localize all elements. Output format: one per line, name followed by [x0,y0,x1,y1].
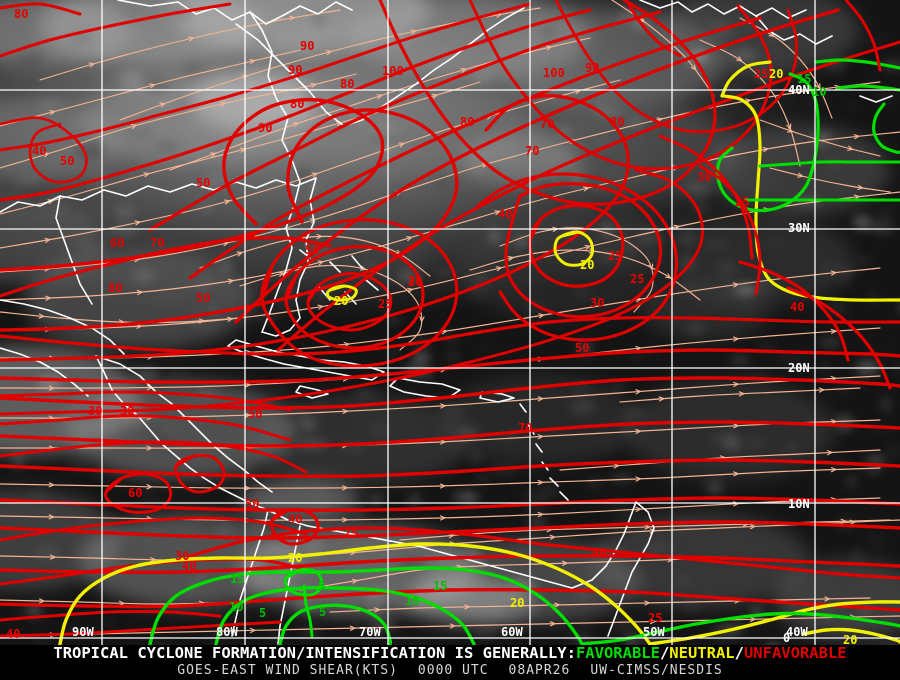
contour-label: 80 [14,7,29,21]
contour-label: 30 [88,404,103,418]
contour-label: 5 [318,579,326,593]
contour-label: 40 [790,300,805,314]
contour-label: 15 [230,572,245,586]
contour-label: 60 [128,486,143,500]
contour-label: 30 [120,404,135,418]
contour-label: 0 [783,631,791,645]
contour-label: 20 [580,258,595,272]
longitude-label: 40W [786,625,808,639]
contour-label: 80 [290,97,305,111]
legend-neutral: NEUTRAL [669,644,735,662]
contour-label: 30 [408,275,423,289]
contour-label: 25 [608,249,623,263]
contour-label: 70 [525,144,540,158]
latitude-label: 10N [788,497,810,511]
contour-label: 80 [340,77,355,91]
headline-line: TROPICAL CYCLONE FORMATION/INTENSIFICATI… [0,645,900,662]
agency-label: UW-CIMSS/NESDIS [590,663,723,678]
contour-label: 50 [245,497,260,511]
contour-label: 25 [735,195,750,209]
contour-label: 50 [575,341,590,355]
contour-label: 25 [648,611,663,625]
contour-label: 70 [518,421,533,435]
contour-label: 10 [812,85,827,99]
contour-label: 40 [592,546,607,560]
legend-unfavorable: UNFAVORABLE [743,644,847,662]
time-label: 0000 UTC [417,663,489,678]
contour-label: 70 [540,117,555,131]
contour-label: 40 [6,627,21,641]
contour-label: 60 [110,236,125,250]
contour-label: 15 [433,579,448,593]
latitude-label: 20N [788,361,810,375]
contour-label: 40 [288,512,303,526]
longitude-label: 70W [359,625,381,639]
contour-label: 90 [258,121,273,135]
contour-label: 50 [196,291,211,305]
contour-label: 25 [754,67,769,81]
contour-label: 5 [259,606,267,620]
legend-favorable: FAVORABLE [575,644,660,662]
contour-label: 25 [378,297,393,311]
date-label: 08APR26 [508,663,571,678]
contour-label: 90 [300,39,315,53]
longitude-label: 90W [72,625,94,639]
latitude-label: 30N [788,221,810,235]
shear-contour-layer [0,0,900,645]
contour-label: 50 [60,154,75,168]
contour-label: 100 [543,66,565,80]
caption-bar: TROPICAL CYCLONE FORMATION/INTENSIFICATI… [0,645,900,680]
contour-label: 30 [175,549,190,563]
contour-label: 100 [382,64,404,78]
contour-label: 20 [510,596,525,610]
contour-label: 80 [610,115,625,129]
contour-label: 50 [196,176,211,190]
contour-label: 40 [498,207,513,221]
legend-separator-1: / [659,644,670,662]
contour-label: 70 [150,236,165,250]
map-labels-layer: 80 90 80 90 90 100 100 90 80 80 70 70 50 40 50 50 70 80 80… [6,7,858,645]
contour-label: 40 [32,144,47,158]
contour-label: 20 [288,551,303,565]
contour-label: 25 [344,526,359,540]
contour-label: 50 [305,243,320,257]
contour-label: 25 [630,272,645,286]
headline-prefix: TROPICAL CYCLONE FORMATION/INTENSIFICATI… [53,644,576,662]
metadata-line: GOES-EAST WIND SHEAR(KTS) 0000 UTC 08APR26… [0,663,900,678]
contour-label: 20 [408,274,423,288]
contour-label: 5 [319,605,327,619]
contour-label: 30 [590,296,605,310]
contour-label: 20 [843,633,858,645]
contour-label: 80 [460,115,475,129]
contour-label: 40 [182,559,197,573]
contour-label: 90 [585,61,600,75]
contour-label: 20 [769,67,784,81]
contour-label: 80 [108,281,123,295]
contour-label: 10 [405,594,420,608]
satellite-imagery: 80 90 80 90 90 100 100 90 80 80 70 70 50 40 50 50 70 80 80… [0,0,900,645]
longitude-label: 50W [643,625,665,639]
source-label: GOES-EAST WIND SHEAR(KTS) [177,663,398,678]
contour-label: 50 [248,407,263,421]
graticule-layer [0,0,900,645]
legend-separator-2: / [734,644,744,662]
latitude-label: 40N [788,83,810,97]
longitude-label: 60W [501,625,523,639]
contour-label: 15 [797,72,812,86]
contour-label: 20 [334,294,349,308]
contour-label: 30 [697,170,712,184]
contour-label: 10 [229,600,244,614]
contour-label: 90 [288,63,303,77]
longitude-label: 80W [216,625,238,639]
